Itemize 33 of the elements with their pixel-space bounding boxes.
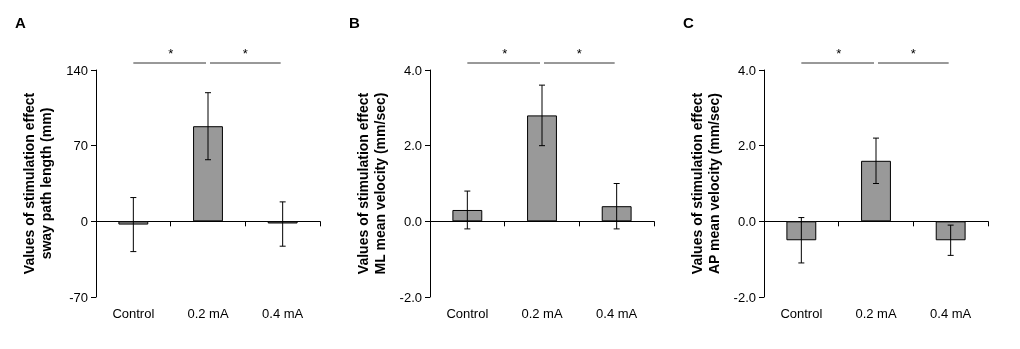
chart-title: C xyxy=(683,14,694,31)
y-tick-label: 0 xyxy=(80,213,88,229)
y-tick-label: -2.0 xyxy=(399,289,422,305)
y-tick-label: -2.0 xyxy=(733,289,756,305)
y-tick-label: 0.0 xyxy=(737,213,756,229)
y-tick-label: 4.0 xyxy=(403,62,422,78)
x-tick-label: Control xyxy=(112,306,155,321)
chart-title: A xyxy=(15,14,26,31)
x-tick-label: 0.2 mA xyxy=(521,306,563,321)
text: * xyxy=(242,46,248,61)
x-tick-label: 0.4 mA xyxy=(930,306,972,321)
y-tick-label: 140 xyxy=(66,62,88,78)
y-tick-label: -70 xyxy=(69,289,88,305)
y-tick-label: 0.0 xyxy=(403,213,422,229)
y-tick-label: 2.0 xyxy=(737,138,756,154)
text: * xyxy=(910,46,916,61)
chart-title: B xyxy=(349,14,360,31)
x-tick-label: 0.4 mA xyxy=(262,306,304,321)
text: * xyxy=(576,46,582,61)
text: * xyxy=(502,46,508,61)
y-axis-title: Values of stimulation effect AP mean velocity (mm/sec) xyxy=(688,92,722,275)
text: * xyxy=(836,46,842,61)
y-tick-label: 4.0 xyxy=(737,62,756,78)
x-tick-label: 0.4 mA xyxy=(596,306,638,321)
y-tick-label: 2.0 xyxy=(403,138,422,154)
x-tick-label: 0.2 mA xyxy=(187,306,229,321)
y-axis-title: Values of stimulation effect sway path length (mm) xyxy=(20,92,54,275)
x-tick-label: Control xyxy=(446,306,489,321)
text: * xyxy=(168,46,174,61)
y-tick-label: 70 xyxy=(73,138,88,154)
x-tick-label: 0.2 mA xyxy=(855,306,897,321)
x-tick-label: Control xyxy=(780,306,823,321)
y-axis-title: Values of stimulation effect ML mean velocity (mm/sec) xyxy=(354,92,388,275)
